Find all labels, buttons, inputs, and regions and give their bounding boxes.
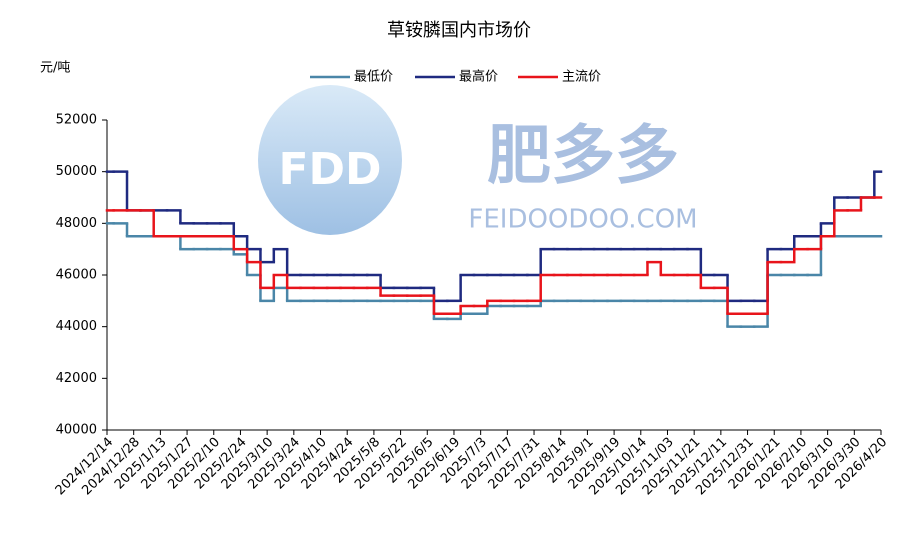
legend-label: 主流价 [562, 70, 601, 85]
watermark-logo [258, 85, 402, 235]
watermark-name: 肥多多 [487, 120, 679, 194]
watermark-site: FEIDOODOO.COM [468, 205, 697, 235]
series-line [105, 170, 883, 303]
y-tick-label: 46000 [56, 268, 97, 283]
y-tick-label: 42000 [56, 371, 97, 386]
series-line [105, 196, 883, 315]
y-tick-label: 44000 [56, 319, 97, 334]
legend-label: 最高价 [459, 69, 498, 85]
y-axis-label: 元/吨 [40, 61, 70, 76]
watermark-logo-text: FDD [278, 144, 381, 195]
y-tick-label: 48000 [56, 216, 97, 231]
y-tick-label: 40000 [56, 423, 97, 438]
series-line [105, 222, 883, 328]
chart-title: 草铵膦国内市场价 [387, 20, 531, 41]
y-tick-label: 50000 [56, 164, 97, 179]
watermark: FDD 肥多多 FEIDOODOO.COM [258, 85, 698, 235]
y-tick-label: 52000 [56, 113, 97, 128]
legend-label: 最低价 [354, 70, 393, 85]
